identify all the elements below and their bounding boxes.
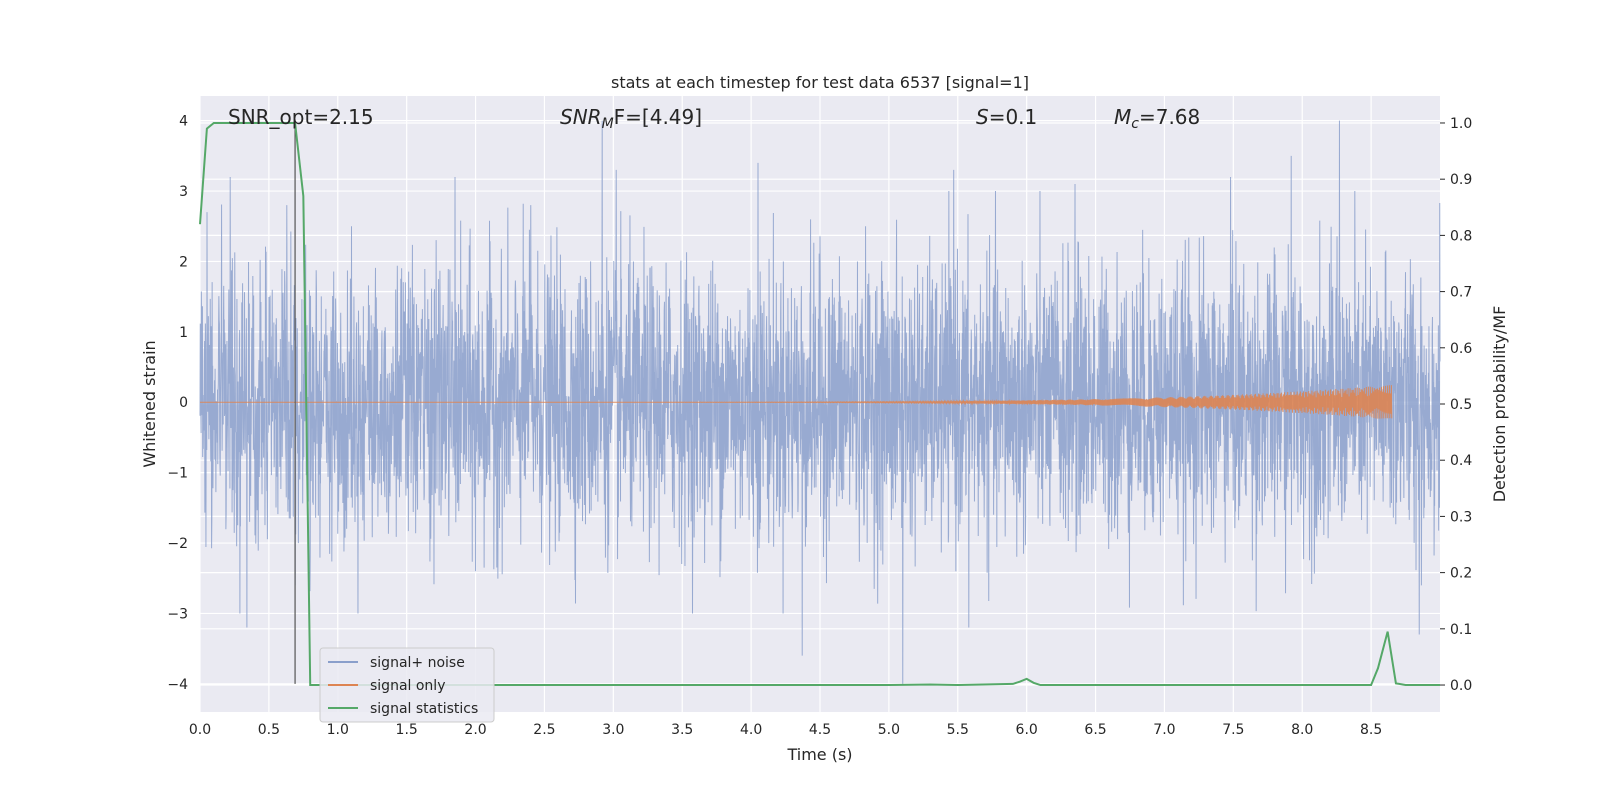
y-tick-label: 4	[179, 114, 188, 130]
y-tick-label: −3	[167, 606, 188, 622]
annotation-mc-rest: =7.68	[1139, 105, 1200, 129]
y-tick-label-right: 0.6	[1450, 341, 1472, 357]
y-tick-label: −4	[167, 677, 188, 693]
y-tick-label-right: 0.7	[1450, 285, 1472, 301]
x-axis-title: Time (s)	[786, 745, 852, 764]
y-tick-label-right: 0.9	[1450, 172, 1472, 188]
signal-statistics-series	[199, 121, 1440, 687]
signal-only-line	[200, 385, 1393, 419]
legend-box	[319, 647, 495, 723]
legend: signal+ noise signal only signal statist…	[319, 647, 495, 723]
x-tick-label: 0.0	[189, 722, 211, 738]
x-ticks: 0.0 0.5 1.0 1.5 2.0 2.5 3.0 3.5 4.0 4.5 5.0 5.5 6.0 6…	[189, 722, 1382, 738]
x-tick-label: 1.5	[396, 722, 418, 738]
annotation-snr-opt: SNR_opt=2.15	[228, 105, 374, 129]
x-tick-label: 5.5	[947, 722, 969, 738]
annotation-s-italic: S	[976, 105, 989, 129]
y-tick-label-right: 0.3	[1450, 509, 1472, 525]
x-tick-label: 5.0	[878, 722, 900, 738]
x-tick-label: 4.0	[740, 722, 762, 738]
annotation-s: S=0.1	[976, 105, 1037, 129]
y-tick-label-right: 0.2	[1450, 566, 1472, 582]
annotation-mc-main: M	[1114, 105, 1131, 129]
y-tick-label: −1	[167, 466, 188, 482]
x-tick-label: 2.0	[464, 722, 486, 738]
signal-only-series	[200, 385, 1393, 419]
y-tick-label-right: 0.8	[1450, 228, 1472, 244]
annotation-mc-sub: c	[1131, 116, 1139, 132]
y-tick-label: 3	[179, 184, 188, 200]
y-tick-label-right: 1.0	[1450, 116, 1472, 132]
y-tick-label: −2	[167, 536, 188, 552]
legend-label-signal: signal only	[370, 678, 445, 694]
x-tick-label: 7.5	[1222, 722, 1244, 738]
y-tick-label-right: 0.1	[1450, 622, 1472, 638]
y-axis-title: Whitened strain	[140, 340, 159, 467]
x-tick-label: 3.0	[602, 722, 624, 738]
annotation-snr-mf: SNRMF=[4.49]	[560, 105, 702, 132]
annotation-mc: Mc=7.68	[1114, 105, 1200, 132]
y-ticks-right: 0.0 0.1 0.2 0.3 0.4 0.5 0.6 0.7 0.8 0.9 1.0	[1440, 116, 1472, 694]
annotation-snr-mf-rest: F=[4.49]	[614, 105, 702, 129]
x-tick-label: 6.5	[1084, 722, 1106, 738]
annotation-snr-mf-sub: M	[602, 116, 614, 132]
x-tick-label: 3.5	[671, 722, 693, 738]
y-tick-label-right: 0.5	[1450, 397, 1472, 413]
signal-statistics-line	[199, 121, 1440, 687]
signal-noise-series	[199, 120, 1441, 684]
x-tick-label: 8.5	[1360, 722, 1382, 738]
y-tick-label: 0	[179, 395, 188, 411]
legend-label-stats: signal statistics	[370, 701, 478, 717]
x-tick-label: 7.0	[1153, 722, 1175, 738]
y-ticks-left: −4 −3 −2 −1 0 1 2 3 4	[167, 114, 188, 693]
chart-title: stats at each timestep for test data 653…	[611, 73, 1029, 92]
annotation-snr-mf-main: SNR	[560, 105, 602, 129]
y-axis-title-right: Detection probability/MF	[1490, 306, 1509, 503]
x-tick-label: 8.0	[1291, 722, 1313, 738]
y-tick-label: 2	[179, 254, 188, 270]
legend-label-noise: signal+ noise	[370, 655, 465, 671]
signal-noise-line	[199, 120, 1441, 684]
x-tick-label: 2.5	[533, 722, 555, 738]
x-tick-label: 6.0	[1016, 722, 1038, 738]
y-tick-label: 1	[179, 325, 188, 341]
y-tick-label-right: 0.4	[1450, 453, 1472, 469]
x-tick-label: 4.5	[809, 722, 831, 738]
y-tick-label-right: 0.0	[1450, 678, 1472, 694]
x-tick-label: 0.5	[258, 722, 280, 738]
annotation-s-rest: =0.1	[989, 105, 1038, 129]
x-tick-label: 1.0	[327, 722, 349, 738]
